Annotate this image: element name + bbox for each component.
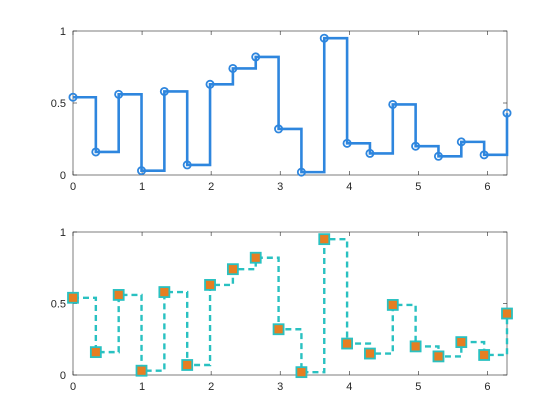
top-data-point <box>91 147 101 157</box>
bottom-data-point <box>158 286 171 298</box>
top-data-point <box>433 151 443 161</box>
top-data-point <box>342 138 352 148</box>
top-data-point <box>502 108 512 118</box>
top-data-point <box>182 160 192 170</box>
bottom-axes: 0 1 2 3 4 5 6 0 0.5 1 <box>51 227 513 393</box>
top-xtick-label: 0 <box>70 181 76 193</box>
top-data-point <box>388 99 398 109</box>
bottom-data-point <box>386 299 399 311</box>
top-ytick-label: 0.5 <box>51 98 66 110</box>
top-data-point <box>251 52 261 62</box>
bottom-data-point <box>501 307 513 320</box>
top-ytick-label: 0 <box>60 170 66 182</box>
top-xtick-label: 4 <box>346 181 352 193</box>
bottom-xtick-label: 1 <box>139 381 145 393</box>
bottom-data-point <box>364 347 376 360</box>
top-data-point <box>274 124 284 134</box>
bottom-data-point <box>272 323 285 336</box>
bottom-data-point <box>112 289 125 301</box>
bottom-data-point <box>67 291 79 304</box>
bottom-data-point <box>409 340 422 353</box>
bottom-data-point <box>318 233 331 246</box>
bottom-ytick-label: 1 <box>60 227 66 239</box>
bottom-xtick-label: 6 <box>484 381 490 393</box>
bottom-data-point <box>181 359 194 371</box>
bottom-xtick-label: 2 <box>208 381 214 393</box>
bottom-ytick-label: 0 <box>60 370 66 382</box>
bottom-data-point <box>455 336 468 349</box>
top-axes: 0 1 2 3 4 5 6 0 0.5 1 <box>51 26 512 193</box>
bottom-ytick-label: 0.5 <box>51 299 66 311</box>
bottom-data-point <box>432 350 445 363</box>
bottom-data-point <box>478 349 491 361</box>
bottom-data-point <box>135 364 148 377</box>
top-data-point <box>205 79 215 89</box>
bottom-data-point <box>89 346 102 359</box>
bottom-data-point <box>226 263 239 276</box>
bottom-xtick-label: 3 <box>277 381 283 393</box>
top-axes-box <box>72 30 508 176</box>
top-data-point <box>365 148 375 158</box>
top-data-point <box>296 167 306 177</box>
top-xtick-label: 2 <box>208 181 214 193</box>
top-xtick-label: 1 <box>139 181 145 193</box>
top-xtick-label: 6 <box>484 181 490 193</box>
bottom-data-point <box>295 366 308 379</box>
bottom-xtick-label: 4 <box>346 381 352 393</box>
top-data-point <box>411 141 421 151</box>
top-data-point <box>479 150 489 160</box>
top-xtick-label: 3 <box>277 181 283 193</box>
bottom-data-point <box>249 251 262 264</box>
top-data-point <box>456 137 466 147</box>
top-ytick-label: 1 <box>60 26 66 38</box>
top-data-point <box>137 166 147 176</box>
bottom-data-point <box>341 337 353 350</box>
bottom-xtick-label: 5 <box>415 381 421 393</box>
bottom-data-point <box>204 279 216 291</box>
top-xtick-label: 5 <box>415 181 421 193</box>
top-data-point <box>319 33 329 43</box>
top-data-point <box>114 89 124 99</box>
top-data-point <box>159 86 169 96</box>
top-data-point <box>68 92 78 102</box>
top-data-point <box>228 63 238 73</box>
bottom-xtick-label: 0 <box>70 381 76 393</box>
